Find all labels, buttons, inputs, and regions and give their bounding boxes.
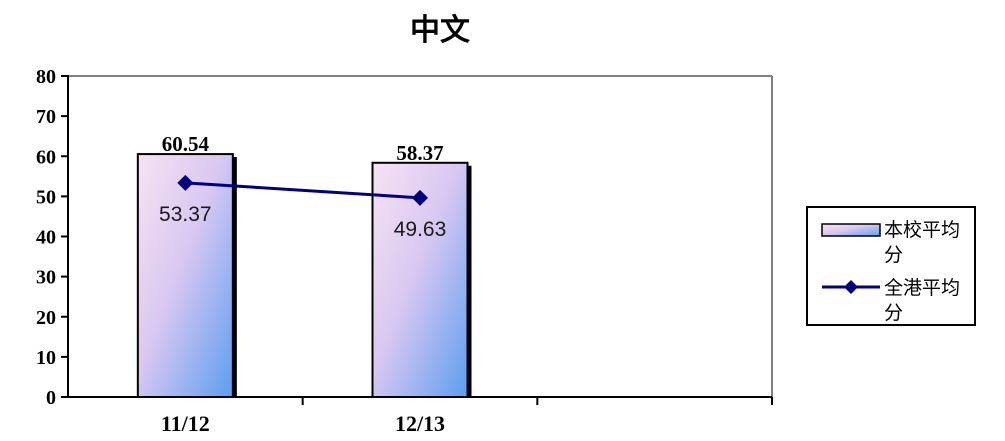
legend-line-marker bbox=[844, 280, 858, 294]
line-point bbox=[412, 189, 428, 206]
y-tick-label: 70 bbox=[36, 106, 56, 128]
line-value-label: 53.37 bbox=[159, 203, 212, 226]
legend-line-label: 全港平均 分 bbox=[884, 277, 966, 324]
y-tick-label: 80 bbox=[36, 66, 56, 88]
x-category-label: 11/12 bbox=[161, 411, 210, 436]
legend-line-label-line2: 分 bbox=[884, 302, 903, 324]
y-tick-label: 30 bbox=[36, 267, 56, 289]
y-tick-label: 10 bbox=[36, 347, 56, 369]
y-tick-label: 50 bbox=[36, 186, 56, 208]
y-tick-label: 60 bbox=[36, 146, 56, 168]
chart-title: 中文 bbox=[410, 13, 470, 48]
line-point bbox=[177, 174, 194, 191]
x-category-label: 12/13 bbox=[395, 411, 445, 436]
bar-value-label: 58.37 bbox=[396, 141, 443, 165]
bar bbox=[136, 153, 234, 398]
legend-bar-label-line2: 分 bbox=[884, 244, 903, 266]
bar-series: 60.54 58.37 bbox=[136, 132, 472, 398]
legend-bar-swatch bbox=[821, 223, 881, 237]
legend: 本校平均 分 全港平均 分 bbox=[806, 206, 976, 326]
y-tick-label: 0 bbox=[46, 387, 56, 409]
line-value-label: 49.63 bbox=[394, 218, 447, 241]
legend-bar-label-line1: 本校平均 bbox=[884, 219, 960, 241]
y-tick-label: 40 bbox=[36, 227, 56, 249]
line-series: 53.37 49.63 bbox=[159, 174, 447, 241]
legend-line-label-line1: 全港平均 bbox=[884, 277, 960, 299]
x-axis: 11/12 12/13 bbox=[161, 397, 773, 436]
legend-bar-label: 本校平均 分 bbox=[884, 219, 966, 266]
bar-value-label: 60.54 bbox=[162, 132, 210, 156]
series-line bbox=[185, 181, 421, 200]
y-axis: 0 10 20 30 40 50 60 70 80 bbox=[36, 66, 68, 409]
y-tick-label: 20 bbox=[36, 307, 56, 329]
